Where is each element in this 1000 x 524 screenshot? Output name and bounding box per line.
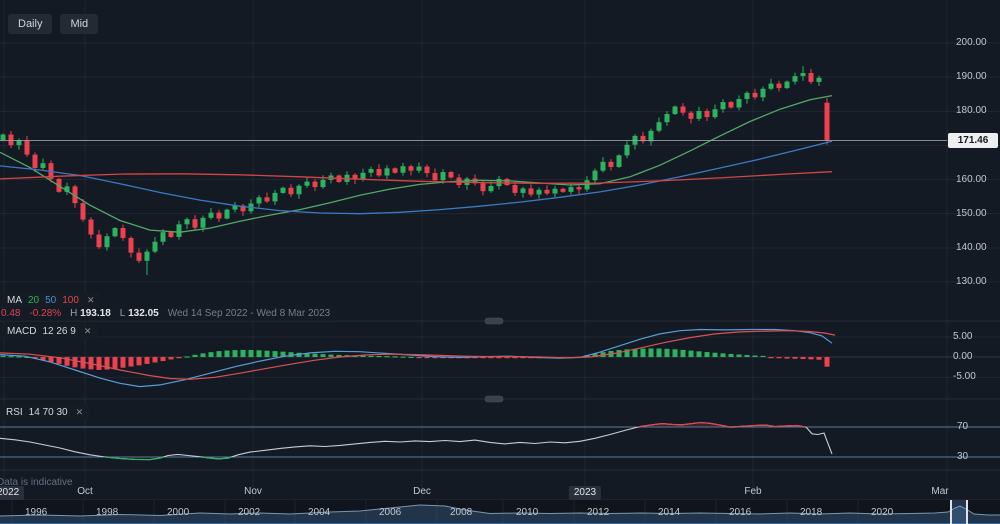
macd-legend-name: MACD <box>7 326 37 337</box>
current-price-label: 171.46 <box>948 133 998 148</box>
navigator-handle-right[interactable] <box>966 500 968 524</box>
navigator-handle-left[interactable] <box>950 500 952 524</box>
time-axis-label: Feb <box>744 486 762 497</box>
low-value: 132.05 <box>128 308 159 319</box>
candles <box>0 66 830 276</box>
navigator-year-label: 2010 <box>516 507 539 518</box>
rsi-tick-label: 30 <box>957 451 969 462</box>
navigator-year-label: 2018 <box>800 507 823 518</box>
navigator-year-label: 2014 <box>658 507 681 518</box>
low-label: L <box>119 308 126 319</box>
navigator-year-label: 1996 <box>25 507 48 518</box>
time-axis-label: Oct <box>77 486 93 497</box>
macd-tick-label: 0.00 <box>953 351 973 362</box>
rsi-legend: RSI 14 70 30 ✕ <box>0 405 90 420</box>
navigator-year-label: 1998 <box>96 507 119 518</box>
high-value: 193.18 <box>80 308 111 319</box>
ma-remove-icon[interactable]: ✕ <box>86 295 95 305</box>
navigator-year-label: 2016 <box>729 507 752 518</box>
ma-period-20: 20 <box>28 295 40 306</box>
daily-interval-button[interactable]: Daily <box>8 14 53 34</box>
macd-remove-icon[interactable]: ✕ <box>83 326 92 336</box>
rsi-overbought-fill <box>0 422 832 427</box>
price-tick-label: 180.00 <box>956 105 987 117</box>
navigator-year-label: 2020 <box>871 507 894 518</box>
rsi-legend-name: RSI <box>6 407 23 418</box>
ma20-line <box>0 94 833 233</box>
macd-tick-label: -5.00 <box>953 371 976 383</box>
price-change: 0.48 <box>1 308 21 319</box>
navigator-track[interactable] <box>0 500 1000 524</box>
navigator-year-label: 2008 <box>450 507 473 518</box>
macd-tick-label: 5.00 <box>953 330 973 342</box>
rsi-remove-icon[interactable]: ✕ <box>75 407 84 417</box>
price-change-pct: -0.28% <box>29 308 62 319</box>
rsi-line <box>0 421 833 461</box>
macd-legend: MACD 12 26 9 ✕ <box>1 324 98 339</box>
ma50-line <box>0 140 833 215</box>
data-indicative-note: Data is indicative <box>0 477 73 488</box>
navigator-year-label: 2006 <box>379 507 402 518</box>
navigator-area <box>0 505 1000 524</box>
panel-resize-handle[interactable] <box>484 395 504 403</box>
price-tick-label: 160.00 <box>956 173 987 185</box>
ma-period-50: 50 <box>45 295 57 306</box>
navigator-year-label: 2000 <box>167 507 190 518</box>
price-stats-row: 0.48 -0.28% H 193.18 L 132.05 Wed 14 Sep… <box>0 306 337 321</box>
price-tick-label: 150.00 <box>956 207 987 219</box>
navigator-year-label: 2004 <box>308 507 331 518</box>
panel-resize-handle[interactable] <box>484 317 504 325</box>
time-axis-label: 2023 <box>568 486 602 500</box>
price-tick-label: 190.00 <box>956 71 987 83</box>
macd-params: 12 26 9 <box>42 326 76 337</box>
time-axis-label: Mar <box>931 486 949 497</box>
ma100-line <box>0 171 833 184</box>
ma-period-100: 100 <box>62 295 79 306</box>
rsi-tick-label: 70 <box>957 421 969 432</box>
time-axis-label: Nov <box>244 486 262 497</box>
price-tick-label: 130.00 <box>956 276 987 287</box>
macd-plot <box>0 328 836 388</box>
high-label: H <box>70 308 78 319</box>
ma-legend-name: MA <box>7 295 22 306</box>
time-axis-label: Dec <box>413 486 431 497</box>
rsi-params: 14 70 30 <box>28 407 68 418</box>
price-tick-label: 200.00 <box>956 37 987 48</box>
navigator-selection[interactable] <box>951 500 967 524</box>
navigator-year-label: 2002 <box>238 507 261 518</box>
visible-date-range: Wed 14 Sep 2022 - Wed 8 Mar 2023 <box>167 308 331 319</box>
price-tick-label: 140.00 <box>956 241 987 253</box>
mid-price-button[interactable]: Mid <box>60 14 99 34</box>
ma-legend: MA 20 50 100 ✕ <box>1 293 101 308</box>
chart-toolbar: Daily Mid <box>8 14 99 34</box>
navigator-year-label: 2012 <box>587 507 610 518</box>
time-axis-label: 2022 <box>0 486 25 500</box>
